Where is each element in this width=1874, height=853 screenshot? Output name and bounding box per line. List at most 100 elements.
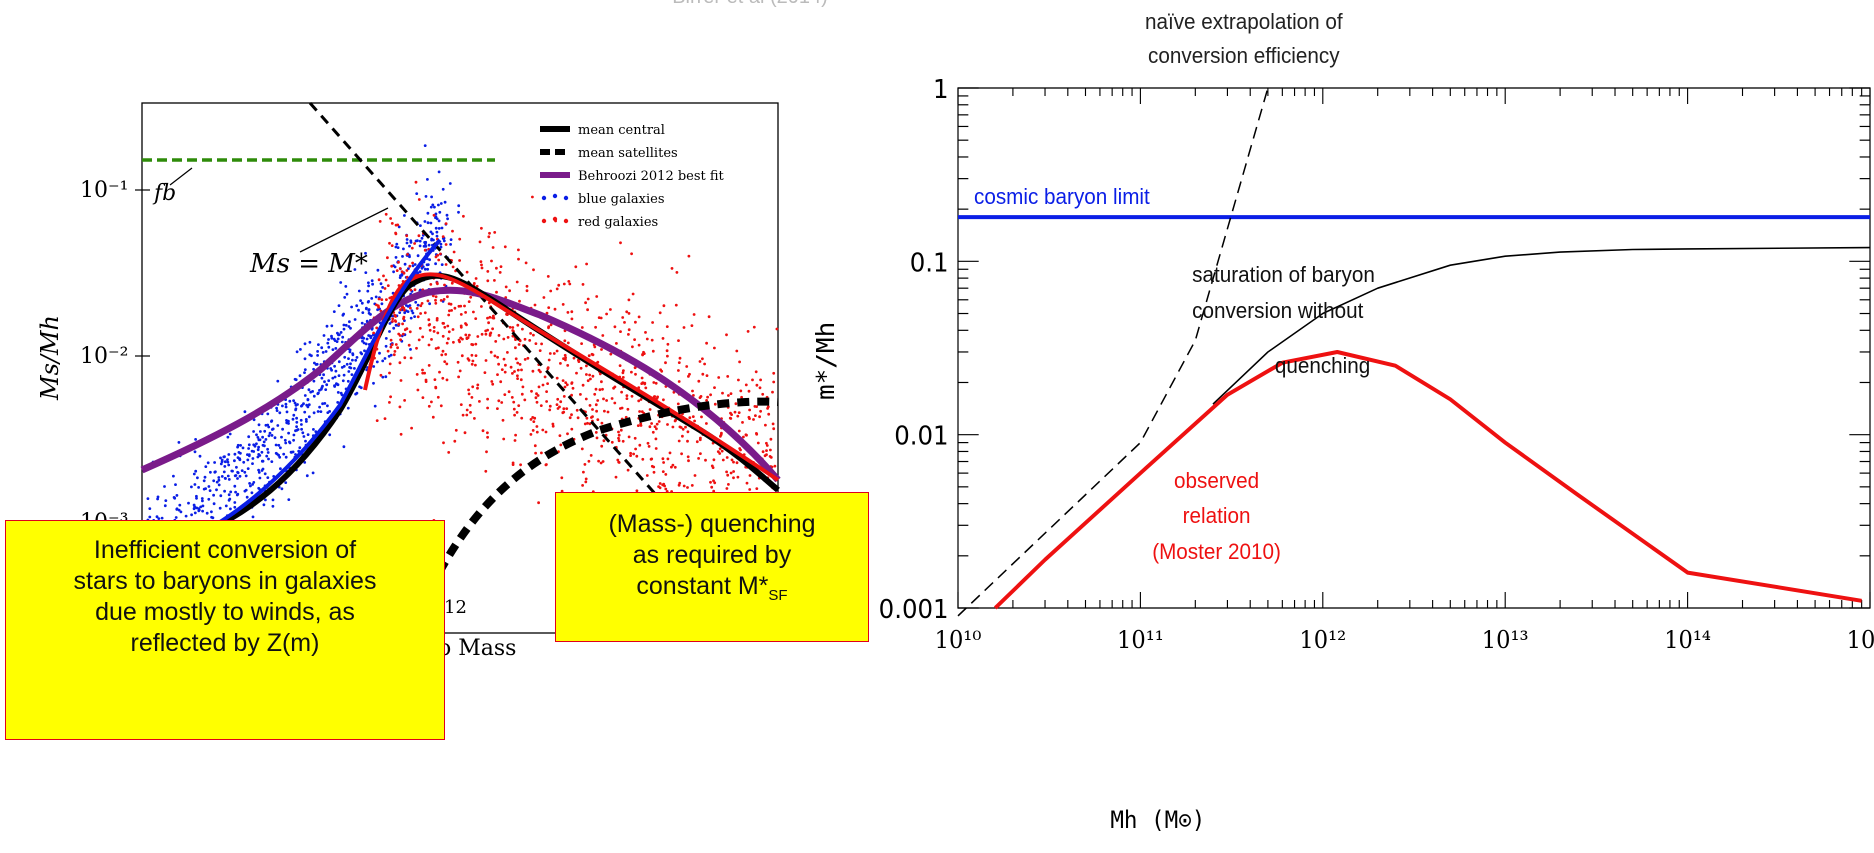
red-galaxy-point	[486, 328, 489, 332]
blue-galaxy-point	[163, 504, 167, 508]
red-galaxy-point	[394, 223, 398, 227]
blue-galaxy-point	[275, 452, 279, 456]
blue-galaxy-point	[403, 311, 407, 315]
note-inefficient-conversion: Inefficient conversion of stars to baryo…	[5, 520, 445, 740]
red-galaxy-point	[602, 397, 605, 401]
legend-label: Behroozi 2012 best fit	[578, 169, 725, 184]
red-galaxy-point	[410, 246, 414, 250]
blue-galaxy-point	[419, 224, 422, 228]
red-galaxy-point	[427, 404, 431, 408]
blue-galaxy-point	[443, 200, 447, 204]
right-tick-labels: 10¹⁰ 10¹¹ 10¹² 10¹³ 10¹⁴ 10¹⁵ 1 0.1 0.01 0.001	[879, 74, 1874, 654]
red-galaxy-point	[589, 454, 593, 457]
blue-galaxy-point	[354, 358, 358, 362]
red-galaxy-point	[655, 397, 659, 400]
red-galaxy-point	[517, 248, 520, 252]
red-galaxy-point	[599, 461, 603, 465]
blue-galaxy-point	[217, 476, 221, 479]
fb-label: fb	[152, 181, 176, 206]
blue-galaxy-point	[316, 354, 319, 357]
red-galaxy-point	[383, 287, 387, 290]
red-galaxy-point	[710, 485, 714, 489]
blue-galaxy-point	[334, 369, 338, 373]
blue-galaxy-point	[284, 441, 288, 445]
red-galaxy-point	[688, 416, 692, 420]
red-galaxy-point	[728, 416, 732, 420]
red-galaxy-point	[613, 401, 617, 405]
red-galaxy-point	[562, 395, 566, 398]
red-galaxy-point	[661, 337, 665, 340]
blue-galaxy-point	[367, 308, 371, 311]
red-galaxy-point	[388, 401, 391, 404]
red-galaxy-point	[601, 334, 605, 337]
red-galaxy-point	[458, 369, 462, 373]
blue-galaxy-point	[265, 454, 269, 458]
red-galaxy-point	[661, 470, 665, 473]
red-galaxy-point	[596, 418, 600, 421]
blue-galaxy-point	[259, 430, 262, 433]
blue-galaxy-point	[218, 506, 222, 510]
red-galaxy-point	[635, 454, 639, 458]
red-galaxy-point	[765, 453, 768, 456]
blue-galaxy-point	[331, 376, 335, 380]
red-galaxy-point	[725, 333, 728, 337]
red-galaxy-point	[505, 312, 508, 316]
blue-galaxy-point	[312, 367, 315, 371]
red-galaxy-point	[746, 330, 750, 333]
red-galaxy-point	[748, 488, 752, 491]
red-galaxy-point	[444, 263, 448, 266]
blue-galaxy-point	[163, 485, 166, 488]
red-galaxy-point	[499, 380, 503, 384]
blue-galaxy-point	[403, 214, 406, 217]
red-galaxy-point	[655, 422, 659, 426]
red-galaxy-point	[591, 408, 594, 411]
blue-galaxy-point	[201, 509, 205, 513]
blue-galaxy-point	[264, 438, 268, 441]
red-galaxy-point	[513, 370, 516, 373]
red-galaxy-point	[621, 376, 625, 379]
red-galaxy-point	[586, 421, 589, 425]
blue-galaxy-point	[439, 242, 443, 246]
blue-galaxy-point	[370, 279, 374, 283]
behroozi-line	[140, 286, 781, 483]
right-plot: 10¹⁰ 10¹¹ 10¹² 10¹³ 10¹⁴ 10¹⁵ 1 0.1 0.01 0.001 m*…	[812, 9, 1874, 834]
blue-galaxy-point	[224, 504, 228, 508]
red-galaxy-point	[490, 380, 494, 383]
red-galaxy-point	[570, 381, 574, 384]
blue-galaxy-point	[418, 239, 422, 243]
red-galaxy-point	[481, 429, 485, 433]
red-galaxy-point	[532, 420, 536, 423]
red-galaxy-point	[543, 375, 547, 379]
red-galaxy-point	[405, 275, 409, 279]
blue-galaxy-point	[398, 311, 402, 314]
red-galaxy-point	[713, 386, 716, 389]
red-galaxy-point	[427, 343, 431, 347]
red-galaxy-point	[755, 487, 759, 490]
red-galaxy-point	[395, 269, 399, 272]
blue-galaxy-point	[207, 497, 211, 501]
blue-galaxy-point	[353, 367, 356, 370]
blue-galaxy-point	[252, 430, 256, 433]
red-galaxy-point	[662, 304, 666, 308]
red-galaxy-point	[745, 481, 749, 485]
blue-galaxy-point	[197, 509, 201, 513]
blue-galaxy-point	[424, 195, 428, 198]
red-galaxy-point	[517, 257, 520, 261]
red-galaxy-point	[644, 386, 648, 390]
red-galaxy-point	[541, 428, 545, 432]
red-galaxy-point	[511, 326, 515, 329]
red-galaxy-point	[704, 458, 707, 462]
red-galaxy-point	[488, 315, 492, 319]
blue-galaxy-point	[201, 499, 204, 503]
red-galaxy-point	[393, 350, 397, 353]
red-galaxy-point	[642, 352, 646, 355]
blue-galaxy-point	[374, 295, 378, 299]
blue-galaxy-point	[429, 221, 433, 225]
red-galaxy-point	[666, 423, 669, 426]
red-galaxy-point	[484, 469, 488, 473]
blue-galaxy-point	[295, 350, 299, 354]
red-galaxy-point	[745, 433, 748, 437]
blue-galaxy-point	[236, 477, 239, 480]
red-galaxy-point	[597, 459, 600, 463]
blue-galaxy-point	[333, 375, 337, 379]
